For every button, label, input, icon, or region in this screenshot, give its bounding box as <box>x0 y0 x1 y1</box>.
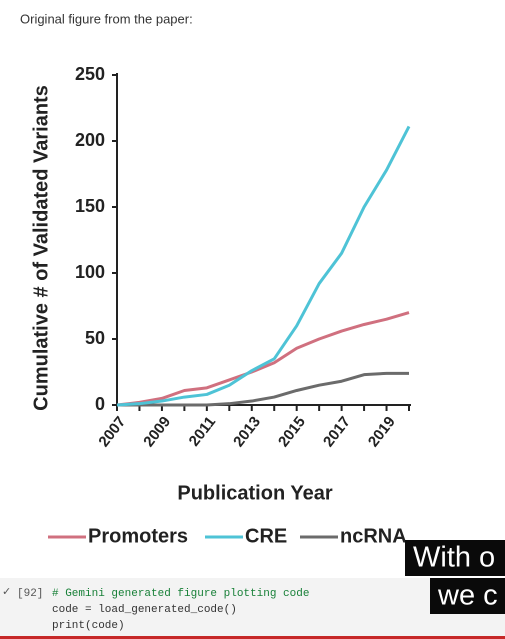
x-axis-label: Publication Year <box>177 482 332 504</box>
series-line <box>116 311 410 407</box>
code-line: code = load_generated_code() <box>52 604 237 616</box>
y-axis-label: Cumulative # of Validated Variants <box>30 85 52 411</box>
y-tick-label: 0 <box>95 394 105 414</box>
cell-prompt: [92] <box>17 588 43 600</box>
cell-status: ✓ <box>2 586 11 598</box>
series-line <box>117 371 409 407</box>
y-tick-label: 100 <box>75 262 105 282</box>
progress-bar <box>0 636 505 639</box>
code-cell-bg <box>0 578 505 639</box>
header: Original figure from the paper: <box>20 11 193 26</box>
y-tick-label: 200 <box>75 130 105 150</box>
caption-text: we c <box>437 580 498 612</box>
legend-label: ncRNA <box>340 525 407 547</box>
legend-label: Promoters <box>88 525 188 547</box>
caption-text: With o <box>413 542 495 574</box>
caption-box <box>430 578 505 614</box>
legend-label: CRE <box>245 525 287 547</box>
y-tick-label: 250 <box>75 64 105 84</box>
code-line: print(code) <box>52 620 125 632</box>
caption-box <box>405 540 505 576</box>
y-tick-label: 150 <box>75 196 105 216</box>
y-tick-label: 50 <box>85 328 105 348</box>
series-line <box>116 125 411 407</box>
code-line: # Gemini generated figure plotting code <box>52 588 309 600</box>
